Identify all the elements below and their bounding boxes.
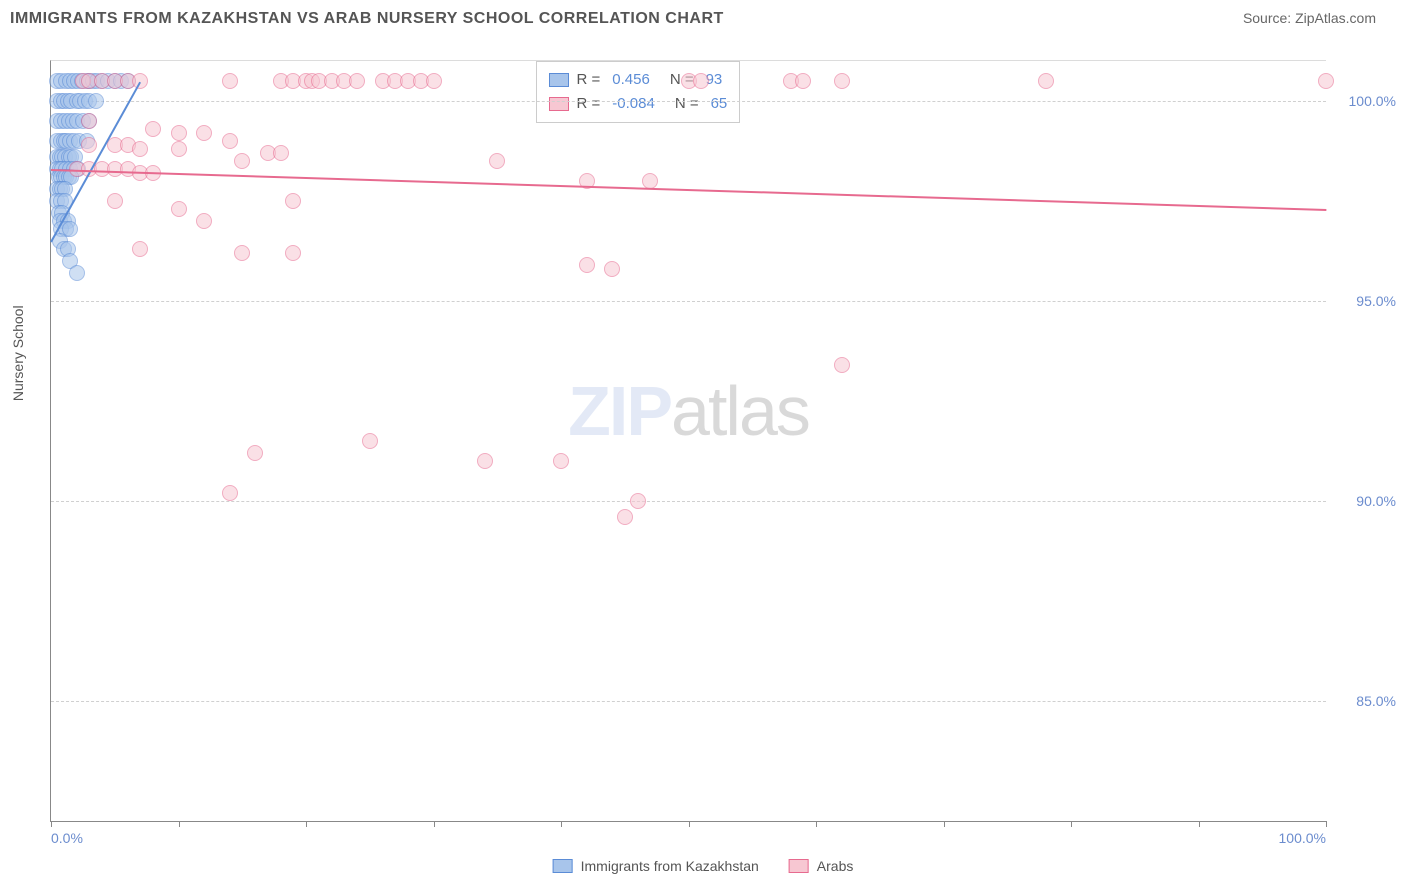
gridline [51,101,1326,102]
bottom-legend-label: Arabs [817,858,854,874]
x-tick [1199,821,1200,827]
data-point [196,213,212,229]
data-point [693,73,709,89]
legend-swatch [549,73,569,87]
data-point [247,445,263,461]
x-tick [689,821,690,827]
data-point [795,73,811,89]
data-point [196,125,212,141]
y-tick-label: 85.0% [1336,693,1396,709]
legend-swatch [553,859,573,873]
data-point [630,493,646,509]
legend-r-label: R = [577,92,601,116]
plot-area: ZIPatlas R =0.456N =93R =-0.084N =65 85.… [50,60,1326,822]
data-point [349,73,365,89]
x-tick [179,821,180,827]
bottom-legend-label: Immigrants from Kazakhstan [581,858,759,874]
data-point [222,485,238,501]
data-point [132,73,148,89]
x-tick [306,821,307,827]
data-point [617,509,633,525]
legend-swatch [549,97,569,111]
trend-line [51,169,1326,211]
x-tick [51,821,52,827]
data-point [362,433,378,449]
legend-r-label: R = [577,68,601,92]
data-point [171,201,187,217]
chart-title: IMMIGRANTS FROM KAZAKHSTAN VS ARAB NURSE… [10,10,724,28]
gridline [51,501,1326,502]
bottom-legend-item: Immigrants from Kazakhstan [553,858,759,874]
data-point [234,245,250,261]
data-point [426,73,442,89]
x-tick [1326,821,1327,827]
y-tick-label: 95.0% [1336,293,1396,309]
data-point [553,453,569,469]
data-point [69,265,85,281]
data-point [285,245,301,261]
data-point [81,137,97,153]
data-point [132,141,148,157]
data-point [642,173,658,189]
data-point [81,113,97,129]
data-point [604,261,620,277]
data-point [1038,73,1054,89]
x-tick [434,821,435,827]
legend-box: R =0.456N =93R =-0.084N =65 [536,61,741,123]
gridline [51,701,1326,702]
data-point [477,453,493,469]
data-point [1318,73,1334,89]
gridline [51,301,1326,302]
x-tick [1071,821,1072,827]
bottom-legend: Immigrants from Kazakhstan Arabs [553,858,854,874]
data-point [171,141,187,157]
data-point [579,257,595,273]
legend-n-label: N = [675,92,699,116]
data-point [273,145,289,161]
data-point [285,193,301,209]
data-point [107,193,123,209]
y-axis-label: Nursery School [10,305,26,401]
data-point [88,93,104,109]
x-tick-label: 100.0% [1279,830,1326,846]
x-tick [561,821,562,827]
data-point [834,357,850,373]
bottom-legend-item: Arabs [789,858,854,874]
chart-source: Source: ZipAtlas.com [1243,10,1376,26]
x-tick-label: 0.0% [51,830,83,846]
y-tick-label: 90.0% [1336,493,1396,509]
data-point [222,133,238,149]
legend-n-value: 65 [711,92,728,116]
data-point [171,125,187,141]
y-tick-label: 100.0% [1336,93,1396,109]
data-point [132,241,148,257]
legend-row: R = -0.084 N = 65 [549,92,728,116]
data-point [234,153,250,169]
legend-r-value: 0.456 [612,68,650,92]
data-point [489,153,505,169]
data-point [222,73,238,89]
x-tick [944,821,945,827]
legend-swatch [789,859,809,873]
data-point [145,121,161,137]
x-tick [816,821,817,827]
watermark: ZIPatlas [568,371,809,451]
chart-header: IMMIGRANTS FROM KAZAKHSTAN VS ARAB NURSE… [0,0,1406,28]
chart-container: Nursery School ZIPatlas R =0.456N =93R =… [50,60,1326,822]
data-point [834,73,850,89]
legend-r-value: -0.084 [612,92,655,116]
